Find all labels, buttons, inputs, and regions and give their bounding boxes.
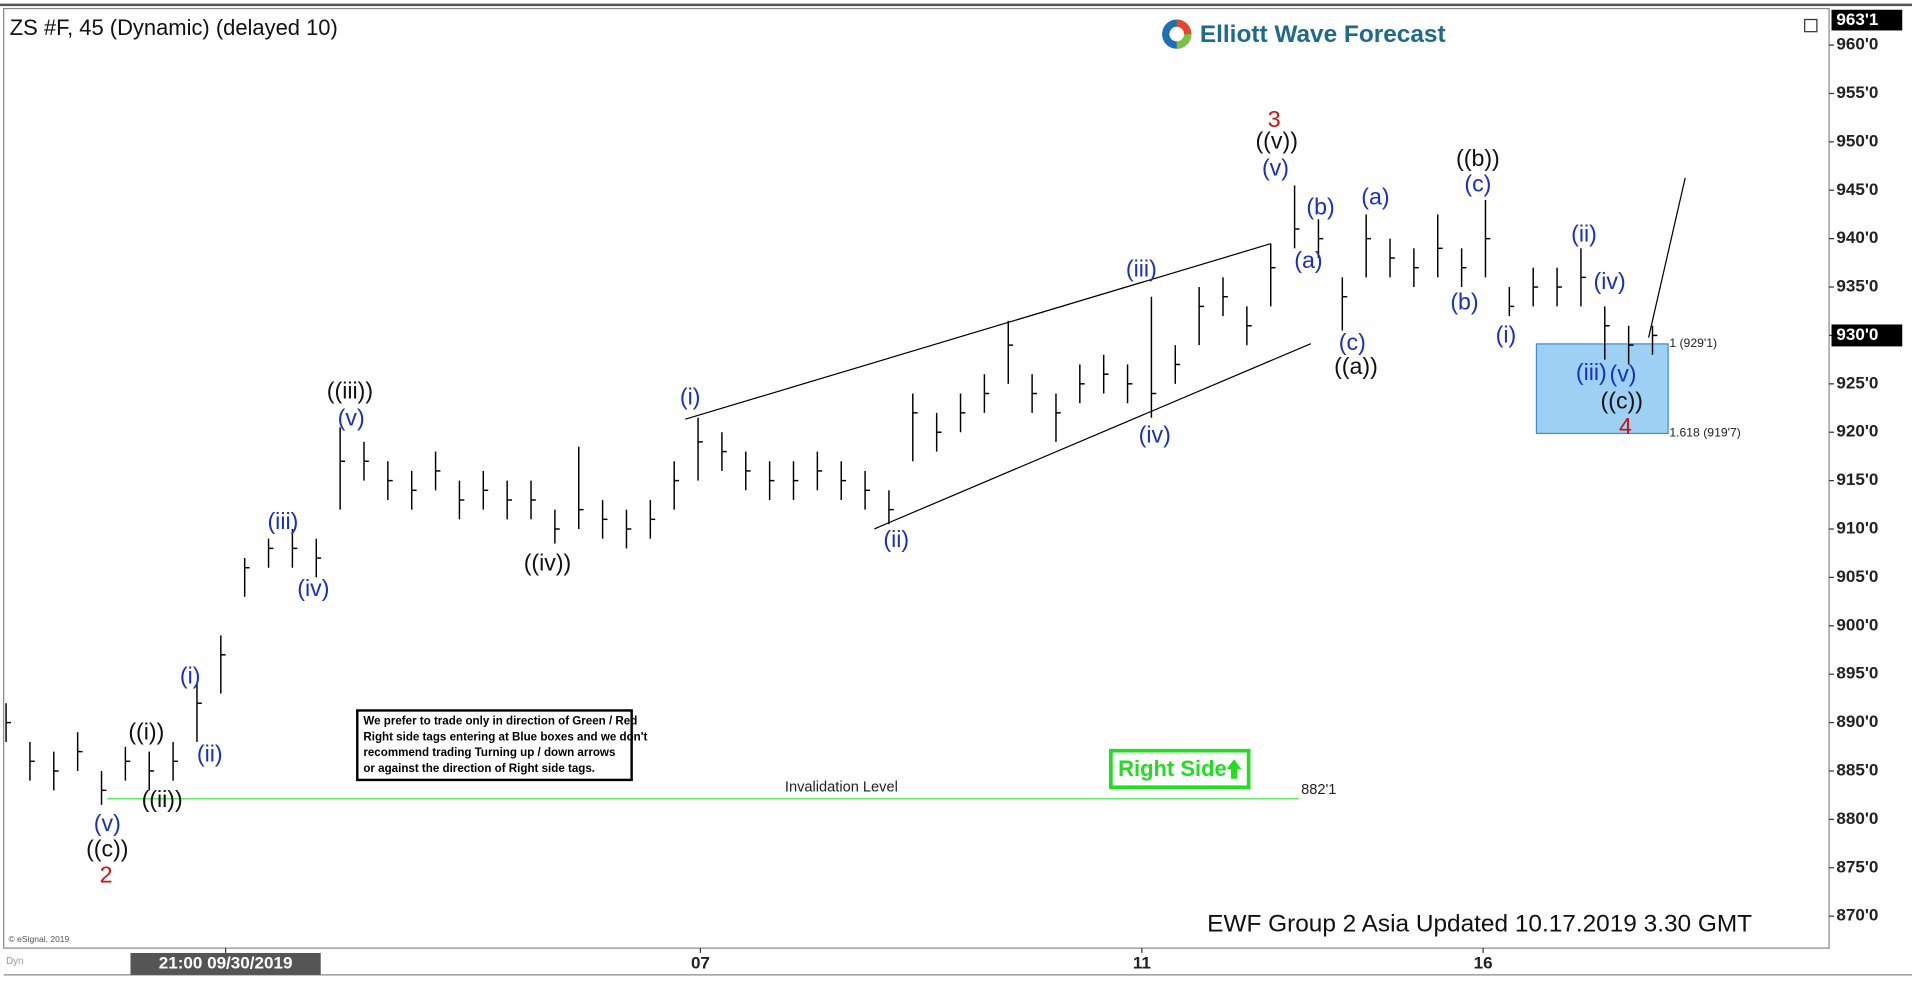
wave-label: 3 — [1268, 106, 1281, 132]
wave-label: (b) — [1306, 194, 1334, 220]
wave-label: (iv) — [1594, 268, 1626, 294]
y-tick-label: 895'0 — [1836, 664, 1878, 683]
watermark: Dyn — [6, 956, 23, 967]
y-tick-label: 875'0 — [1836, 857, 1878, 876]
invalidation-value: 882'1 — [1301, 782, 1336, 798]
wave-label: (b) — [1450, 289, 1478, 315]
logo-text: Elliott Wave Forecast — [1200, 21, 1446, 48]
axis-top-box — [1831, 9, 1903, 31]
invalidation-text: Invalidation Level — [785, 780, 898, 796]
copyright: © eSignal, 2019 — [9, 934, 70, 944]
wave-label: (ii) — [1571, 220, 1597, 246]
target-label: 1.618 (919'7) — [1669, 426, 1740, 440]
target-label: 1 (929'1) — [1669, 336, 1717, 350]
wave-label: ((a)) — [1334, 353, 1378, 379]
wave-label: (v) — [1609, 360, 1636, 386]
plot-frame — [3, 7, 1830, 949]
right-side-box — [1109, 748, 1251, 790]
wave-label: ((c)) — [86, 836, 128, 862]
y-tick-label: 945'0 — [1836, 180, 1878, 199]
wave-label: (v) — [338, 404, 365, 430]
x-tick-label: 21:00 09/30/2019 — [159, 953, 293, 972]
x-tick-label: 07 — [691, 953, 710, 972]
wave-label: (c) — [1464, 170, 1491, 196]
right-side-arrow — [1226, 759, 1242, 779]
wave-label: ((c)) — [1601, 387, 1643, 413]
logo: Elliott Wave Forecast — [1162, 19, 1446, 49]
disclaimer-line: recommend trading Turning up / down arro… — [363, 747, 615, 759]
y-tick-label: 885'0 — [1836, 760, 1878, 779]
wave-label: (ii) — [197, 741, 223, 767]
target-box — [1535, 343, 1669, 435]
y-tick-label: 905'0 — [1836, 567, 1878, 586]
y-tick-label: 880'0 — [1836, 809, 1878, 828]
wave-label: (i) — [180, 663, 201, 689]
y-tick-label: 940'0 — [1836, 228, 1878, 247]
wave-label: (iii) — [267, 508, 298, 534]
projection-line — [1648, 177, 1686, 338]
wave-label: (ii) — [883, 526, 909, 552]
disclaimer-line: We prefer to trade only in direction of … — [363, 715, 637, 727]
y-tick-label: 955'0 — [1836, 83, 1878, 102]
logo-icon-center — [1169, 26, 1185, 42]
wave-label: ((v)) — [1255, 128, 1297, 154]
y-tick-label: 935'0 — [1836, 277, 1878, 296]
wave-label: (iv) — [1139, 421, 1171, 447]
wave-label: (a) — [1361, 184, 1389, 210]
window-icon — [1804, 18, 1818, 33]
last-price-label: 930'0 — [1836, 325, 1878, 344]
wave-label: (a) — [1294, 247, 1322, 273]
wave-label: (iv) — [297, 575, 329, 601]
y-tick-label: 950'0 — [1836, 131, 1878, 150]
wave-label: ((b)) — [1456, 145, 1500, 171]
x-tick-label: 16 — [1474, 953, 1493, 972]
chart-title: ZS #F, 45 (Dynamic) (delayed 10) — [10, 15, 338, 40]
channel-line — [685, 243, 1271, 420]
wave-label: (i) — [1496, 321, 1517, 347]
wave-label: (v) — [94, 810, 121, 836]
y-tick-label: 920'0 — [1836, 422, 1878, 441]
y-tick-label: 900'0 — [1836, 615, 1878, 634]
right-side-text: Right Side — [1118, 756, 1227, 781]
wave-label: (iii) — [1126, 256, 1157, 282]
y-tick-label: 890'0 — [1836, 712, 1878, 731]
wave-label: (iii) — [1576, 359, 1607, 385]
disclaimer: We prefer to trade only in direction of … — [356, 709, 647, 782]
disclaimer-line: or against the direction of Right side t… — [363, 763, 595, 775]
wave-label: (i) — [680, 384, 701, 410]
wave-label: (c) — [1339, 329, 1366, 355]
channel-line — [874, 343, 1312, 530]
x-tick-highlight — [130, 952, 321, 975]
disclaimer-box — [356, 709, 633, 782]
wave-label: 2 — [100, 861, 113, 887]
y-tick-label: 910'0 — [1836, 519, 1878, 538]
footer: EWF Group 2 Asia Updated 10.17.2019 3.30… — [1207, 910, 1752, 937]
disclaimer-line: Right side tags entering at Blue boxes a… — [363, 731, 647, 743]
y-tick-label: 870'0 — [1836, 906, 1878, 925]
x-tick-label: 11 — [1133, 953, 1151, 972]
right-side-tag: Right Side — [1109, 748, 1251, 790]
y-tick-label: 925'0 — [1836, 373, 1878, 392]
y-tick-label: 915'0 — [1836, 470, 1878, 489]
axis-top-label: 963'1 — [1836, 10, 1878, 29]
wave-label: ((iii)) — [327, 378, 373, 404]
wave-label: ((i)) — [128, 719, 164, 745]
y-tick-label: 960'0 — [1836, 35, 1878, 54]
wave-label: (v) — [1262, 155, 1289, 181]
wave-label: ((iv)) — [524, 549, 572, 575]
wave-label: 4 — [1619, 413, 1632, 439]
last-price-box — [1831, 324, 1903, 347]
wave-label: ((ii)) — [142, 786, 183, 812]
